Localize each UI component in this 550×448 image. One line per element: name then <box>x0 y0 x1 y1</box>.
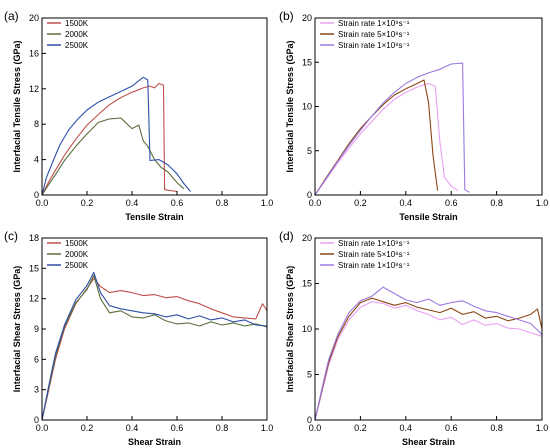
x-tick-label: 0.4 <box>400 423 413 433</box>
x-tick-label: 0.8 <box>216 198 229 208</box>
x-axis-title: Shear Strain <box>402 437 455 447</box>
x-tick-label: 0.4 <box>126 198 139 208</box>
x-tick-label: 1.0 <box>261 423 274 433</box>
series-line-3 <box>315 286 542 420</box>
x-tick-label: 0.2 <box>354 423 367 433</box>
y-tick-label: 0 <box>307 190 312 200</box>
series-group <box>42 271 267 420</box>
y-tick-label: 20 <box>29 13 39 23</box>
series-line-1 <box>315 82 459 195</box>
legend-label-2: Strain rate 5×10⁸s⁻¹ <box>338 30 410 39</box>
plot-frame <box>41 17 268 196</box>
x-tick-label: 1.0 <box>536 198 549 208</box>
x-axis-title: Shear Strain <box>128 437 181 447</box>
y-tick-label: 0 <box>34 415 39 425</box>
panel-c: (c) 0.0 0.2 0.4 0.6 0.8 1.0 0 3 6 9 12 15 18 Shear Str… <box>4 229 274 447</box>
y-tick-label: 15 <box>302 57 312 67</box>
legend: 1500K 2000K 2500K <box>47 239 89 270</box>
legend: 1500K 2000K 2500K <box>47 19 89 50</box>
x-tick-label: 1.0 <box>261 198 274 208</box>
panel-label: (a) <box>4 9 19 23</box>
legend-label-1: Strain rate 1×10⁹s⁻¹ <box>338 239 410 248</box>
series-line-3 <box>42 76 191 195</box>
legend-label-1: 1500K <box>65 19 89 28</box>
y-tick-label: 6 <box>34 354 39 364</box>
y-tick-label: 3 <box>34 385 39 395</box>
series-group <box>42 76 191 195</box>
x-tick-label: 0.8 <box>490 423 503 433</box>
x-tick-label: 0.0 <box>309 198 322 208</box>
legend-label-3: Strain rate 1×10⁸s⁻¹ <box>338 261 410 270</box>
y-axis-title: Interfacial Tensile Stress (GPa) <box>12 41 22 173</box>
y-tick-label: 18 <box>29 233 39 243</box>
legend: Strain rate 1×10⁹s⁻¹ Strain rate 5×10⁸s⁻¹… <box>320 19 410 50</box>
y-tick-label: 5 <box>307 146 312 156</box>
y-tick-label: 15 <box>302 279 312 289</box>
legend-label-1: Strain rate 1×10⁹s⁻¹ <box>338 19 410 28</box>
y-tick-label: 0 <box>307 415 312 425</box>
x-tick-label: 1.0 <box>536 423 549 433</box>
x-tick-label: 0.8 <box>216 423 229 433</box>
panel-label: (c) <box>4 229 18 243</box>
series-line-1 <box>315 301 542 420</box>
series-line-2 <box>315 297 542 420</box>
series-line-2 <box>42 274 267 420</box>
x-tick-label: 0.0 <box>36 423 49 433</box>
legend-label-3: Strain rate 1×10⁸s⁻¹ <box>338 41 410 50</box>
y-tick-label: 8 <box>34 119 39 129</box>
y-tick-label: 9 <box>34 324 39 334</box>
x-tick-label: 0.6 <box>445 198 458 208</box>
y-tick-label: 20 <box>302 13 312 23</box>
series-line-2 <box>315 79 439 195</box>
series-line-3 <box>315 62 470 195</box>
panel-d: (d) 0.0 0.2 0.4 0.6 0.8 1.0 0 5 10 15 20 Shear Strai… <box>279 229 549 447</box>
series-group <box>315 62 470 195</box>
y-tick-label: 12 <box>29 294 39 304</box>
y-axis-title: Interfacial Shear Stress (GPa) <box>12 266 22 393</box>
y-tick-label: 0 <box>34 190 39 200</box>
y-tick-label: 4 <box>34 155 39 165</box>
x-tick-label: 0.2 <box>354 198 367 208</box>
panel-b: (b) 0.0 0.2 0.4 0.6 0.8 1.0 0 5 10 15 20 Tensile Str… <box>279 9 549 222</box>
legend-label-3: 2500K <box>65 261 89 270</box>
legend-label-2: 2000K <box>65 250 89 259</box>
x-tick-label: 0.0 <box>36 198 49 208</box>
x-axis-title: Tensile Strain <box>125 212 183 222</box>
y-tick-label: 20 <box>302 233 312 243</box>
x-tick-label: 0.0 <box>309 423 322 433</box>
y-axis-title: Interfacial Tensile Stress (GPa) <box>285 41 295 173</box>
y-tick-label: 5 <box>307 370 312 380</box>
y-tick-label: 10 <box>302 324 312 334</box>
series-line-3 <box>42 271 267 420</box>
x-axis-title: Tensile Strain <box>399 212 457 222</box>
x-tick-label: 0.6 <box>445 423 458 433</box>
x-tick-label: 0.6 <box>171 423 184 433</box>
y-axis-title: Interfacial Shear Stress (GPa) <box>285 266 295 393</box>
series-line-2 <box>42 117 185 195</box>
panel-label: (d) <box>279 229 294 243</box>
x-tick-label: 0.2 <box>81 423 94 433</box>
x-tick-label: 0.4 <box>126 423 139 433</box>
y-tick-label: 15 <box>29 263 39 273</box>
legend-label-2: 2000K <box>65 30 89 39</box>
panel-label: (b) <box>279 9 294 23</box>
y-tick-label: 16 <box>29 48 39 58</box>
x-tick-label: 0.6 <box>171 198 184 208</box>
y-tick-label: 12 <box>29 84 39 94</box>
legend-label-1: 1500K <box>65 239 89 248</box>
x-tick-label: 0.2 <box>81 198 94 208</box>
y-tick-label: 10 <box>302 102 312 112</box>
x-tick-label: 0.8 <box>490 198 503 208</box>
legend-label-3: 2500K <box>65 41 89 50</box>
legend-label-2: Strain rate 5×10⁸s⁻¹ <box>338 250 410 259</box>
panel-a: (a) 0.0 0.2 0.4 0.6 0.8 1.0 0 4 8 12 16 20 Tensile St… <box>4 9 274 222</box>
series-group <box>315 286 542 420</box>
x-tick-label: 0.4 <box>400 198 413 208</box>
series-line-1 <box>42 82 178 195</box>
legend: Strain rate 1×10⁹s⁻¹ Strain rate 5×10⁸s⁻¹… <box>320 239 410 270</box>
